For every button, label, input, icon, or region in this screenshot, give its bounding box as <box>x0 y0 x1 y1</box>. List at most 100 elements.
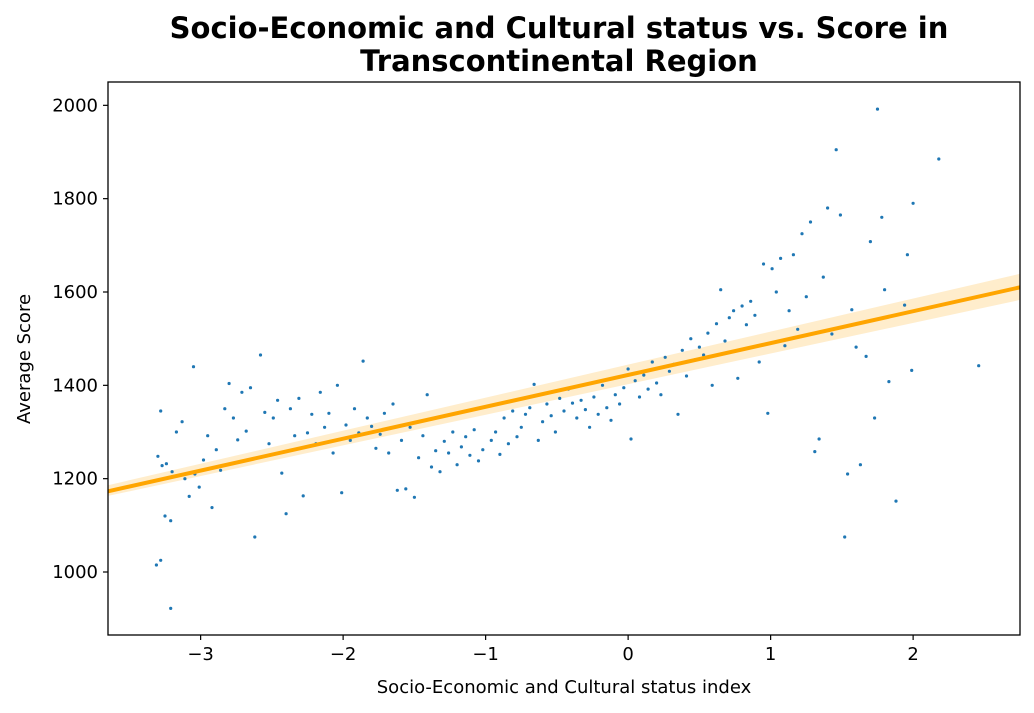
data-point <box>757 360 761 364</box>
data-point <box>659 393 663 397</box>
data-point <box>613 393 617 397</box>
data-point <box>417 456 421 460</box>
data-point <box>770 267 774 271</box>
data-point <box>528 406 532 410</box>
data-point <box>223 407 227 411</box>
data-point <box>650 360 654 364</box>
data-point <box>515 435 519 439</box>
data-point <box>834 148 838 152</box>
data-point <box>206 434 210 438</box>
data-point <box>280 471 284 475</box>
data-point <box>169 606 173 611</box>
data-point <box>305 431 310 435</box>
data-point <box>732 309 736 313</box>
data-point <box>911 201 915 205</box>
data-point <box>271 416 275 420</box>
y-tick-label: 1200 <box>52 469 98 490</box>
data-point <box>646 387 650 391</box>
data-point <box>244 429 248 433</box>
data-point <box>846 472 850 476</box>
data-point <box>374 446 378 450</box>
data-point <box>263 410 267 414</box>
data-point <box>240 390 244 394</box>
data-point <box>438 470 442 474</box>
data-point <box>629 437 633 441</box>
data-point <box>783 344 787 348</box>
data-point <box>536 438 540 442</box>
data-point <box>605 406 609 410</box>
data-point <box>796 327 800 331</box>
data-point <box>472 428 476 432</box>
data-point <box>575 416 579 420</box>
data-point <box>183 477 187 481</box>
x-tick-label: −3 <box>187 644 214 665</box>
data-point <box>502 416 506 420</box>
data-point <box>663 355 667 359</box>
data-point <box>370 424 374 428</box>
chart-title-line-2: Transcontinental Region <box>360 44 758 78</box>
data-point <box>821 275 825 279</box>
data-point <box>596 412 600 416</box>
data-point <box>219 468 223 472</box>
data-point <box>197 485 201 489</box>
data-point <box>451 430 455 434</box>
data-point <box>395 488 399 492</box>
data-point <box>753 313 757 317</box>
data-point <box>626 367 630 371</box>
data-point <box>838 213 843 217</box>
data-point <box>588 425 592 429</box>
x-tick-label: −2 <box>330 644 357 665</box>
data-point <box>408 425 412 429</box>
data-point <box>174 430 178 434</box>
data-point <box>676 412 680 416</box>
data-point <box>276 398 280 402</box>
data-point <box>425 393 429 397</box>
data-point <box>727 316 731 320</box>
data-point <box>875 107 880 111</box>
data-point <box>506 442 510 446</box>
data-point <box>258 353 263 357</box>
data-point <box>541 420 545 424</box>
data-point <box>808 220 813 224</box>
data-point <box>365 416 369 420</box>
data-point <box>850 308 854 312</box>
data-point <box>579 398 583 402</box>
data-point <box>210 506 214 510</box>
data-point <box>858 463 863 467</box>
data-point <box>361 359 365 363</box>
y-tick-label: 1800 <box>52 189 98 210</box>
data-point <box>293 434 297 438</box>
y-tick-label: 1400 <box>52 375 98 396</box>
data-point <box>434 449 438 453</box>
data-point <box>468 453 472 457</box>
data-point <box>348 438 352 442</box>
data-point <box>476 459 481 463</box>
data-point <box>523 412 528 416</box>
y-axis-label: Average Score <box>14 294 35 424</box>
x-tick-label: 1 <box>765 644 776 665</box>
data-point <box>231 416 235 420</box>
data-point <box>163 514 167 518</box>
data-point <box>830 332 834 336</box>
data-point <box>854 345 858 349</box>
data-point <box>800 232 804 236</box>
data-point <box>843 535 847 539</box>
data-point <box>910 368 914 372</box>
data-point <box>710 383 714 387</box>
y-tick-label: 2000 <box>52 95 98 116</box>
data-point <box>549 414 553 418</box>
data-point <box>583 408 588 412</box>
data-point <box>498 452 502 456</box>
data-point <box>412 495 416 499</box>
data-point <box>154 563 158 567</box>
data-point <box>558 396 562 400</box>
data-point <box>655 381 659 385</box>
data-point <box>288 407 292 411</box>
data-point <box>740 304 744 308</box>
x-tick-label: 0 <box>622 644 633 665</box>
data-point <box>253 535 257 539</box>
data-point <box>937 157 941 161</box>
data-points-layer <box>154 107 981 611</box>
data-point <box>880 215 884 219</box>
